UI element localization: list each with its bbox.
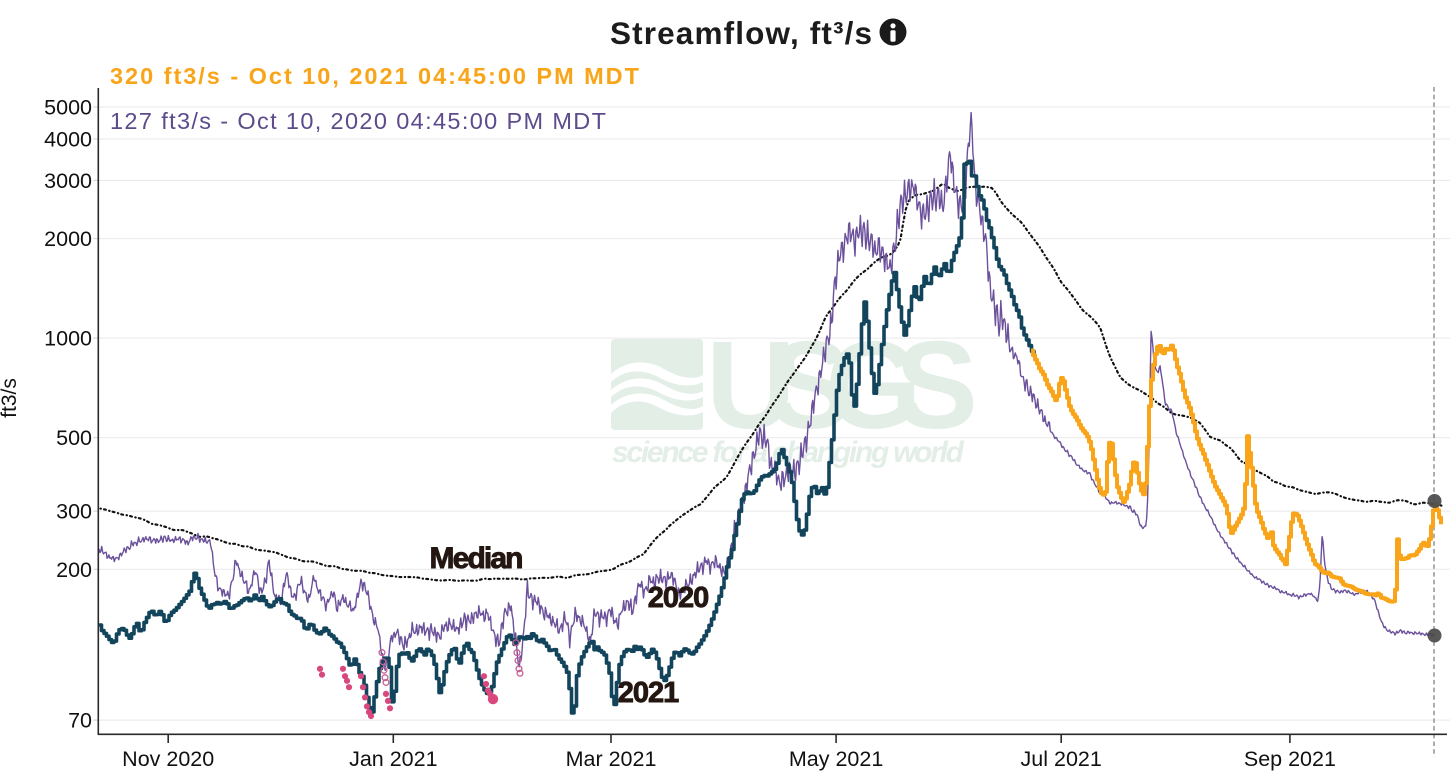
svg-text:Streamflow, ft³/s: Streamflow, ft³/s — [610, 15, 872, 51]
svg-text:127 ft3/s - Oct 10, 2020 04:45: 127 ft3/s - Oct 10, 2020 04:45:00 PM MDT — [110, 108, 606, 134]
svg-text:Median: Median — [430, 542, 523, 575]
svg-text:5000: 5000 — [44, 96, 92, 120]
svg-text:May 2021: May 2021 — [789, 747, 883, 771]
svg-text:Jan 2021: Jan 2021 — [349, 747, 437, 771]
svg-text:500: 500 — [56, 426, 92, 450]
svg-text:Jul 2021: Jul 2021 — [1021, 747, 1102, 771]
svg-text:300: 300 — [56, 500, 92, 524]
svg-text:320 ft3/s - Oct 10, 2021 04:45: 320 ft3/s - Oct 10, 2021 04:45:00 PM MDT — [110, 63, 640, 89]
svg-text:200: 200 — [56, 558, 92, 582]
svg-text:1000: 1000 — [44, 327, 92, 351]
svg-text:USGS: USGS — [706, 317, 974, 455]
svg-text:Nov 2020: Nov 2020 — [122, 747, 214, 771]
svg-text:Mar 2021: Mar 2021 — [566, 747, 657, 771]
svg-text:Sep 2021: Sep 2021 — [1244, 747, 1336, 771]
svg-text:2021: 2021 — [618, 677, 679, 709]
svg-text:70: 70 — [68, 709, 92, 733]
svg-text:3000: 3000 — [44, 169, 92, 193]
svg-text:2000: 2000 — [44, 227, 92, 251]
svg-text:ft3/s: ft3/s — [0, 378, 21, 418]
svg-text:2020: 2020 — [648, 582, 709, 614]
svg-text:4000: 4000 — [44, 128, 92, 152]
